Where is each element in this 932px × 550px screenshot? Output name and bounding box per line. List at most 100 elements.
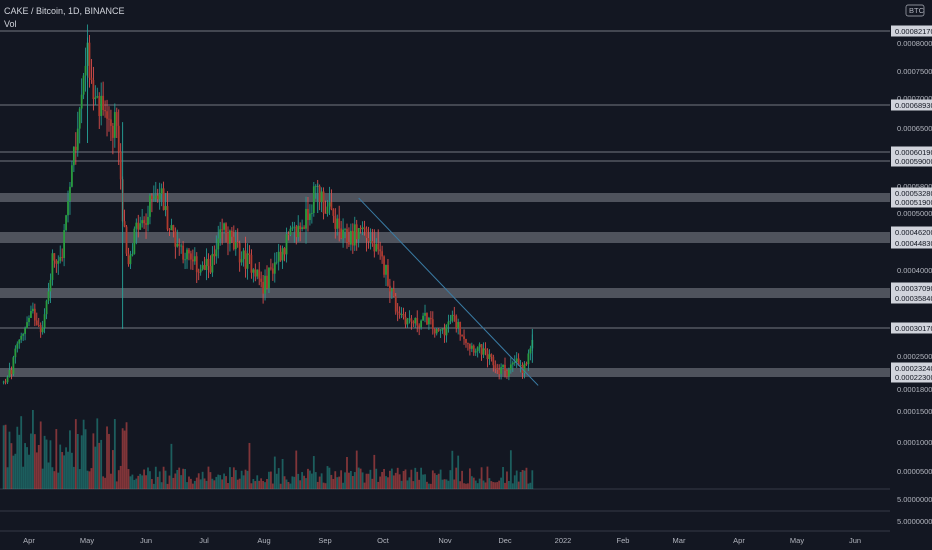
candle-body: [6, 377, 9, 383]
volume-bar: [363, 482, 366, 489]
candle-body: [422, 315, 424, 321]
volume-bar: [385, 476, 387, 489]
price-level-label: 0.00059000: [895, 157, 932, 166]
volume-bar: [147, 467, 149, 489]
candle-body: [133, 228, 136, 254]
candle-body: [494, 365, 497, 369]
volume-bar: [285, 479, 288, 489]
volume-bar: [322, 482, 325, 489]
volume-bar: [129, 476, 132, 489]
volume-bar: [330, 474, 333, 489]
volume-bar: [88, 471, 91, 489]
volume-bar: [43, 435, 46, 489]
volume-bar: [178, 467, 181, 489]
candle-body: [392, 288, 395, 297]
volume-bar: [115, 481, 118, 489]
candle-body: [158, 193, 161, 200]
candle-body: [527, 353, 530, 365]
volume-bar: [468, 468, 471, 489]
volume-bar: [252, 479, 255, 489]
volume-bar: [480, 467, 483, 489]
volume-bar: [332, 478, 335, 489]
volume-bar: [314, 472, 317, 489]
candle-body: [193, 256, 196, 262]
candle-body: [529, 348, 532, 354]
volume-bar: [61, 452, 64, 489]
candle-body: [381, 251, 383, 257]
volume-bar: [162, 466, 165, 489]
candle-body: [307, 208, 309, 221]
volume-bar: [20, 416, 23, 489]
candle-body: [502, 364, 504, 368]
time-axis-label: Jun: [849, 536, 861, 545]
candle-body: [369, 241, 372, 242]
candle-body: [412, 321, 415, 324]
price-level-label: 0.00022300: [895, 373, 932, 382]
candle-body: [217, 238, 220, 250]
candle-body: [513, 362, 516, 363]
volume-bar: [172, 477, 175, 489]
volume-bar: [55, 429, 58, 489]
candle-body: [143, 220, 145, 224]
volume-bar: [191, 483, 194, 489]
candle-body: [111, 125, 114, 138]
volume-bar: [149, 471, 151, 489]
candle-body: [223, 223, 225, 230]
volume-bar: [390, 468, 393, 489]
candle-body: [387, 264, 389, 286]
candle-body: [312, 186, 315, 213]
volume-bar: [441, 479, 444, 489]
price-level-label: 0.00082170: [895, 27, 932, 36]
time-axis-label: Oct: [377, 536, 390, 545]
candle-body: [455, 316, 458, 329]
volume-bar: [14, 453, 17, 489]
candle-body: [100, 95, 103, 117]
volume-bar: [437, 473, 440, 489]
volume-bar: [435, 475, 438, 489]
volume-bar: [121, 428, 124, 489]
price-level-label: 0.00068930: [895, 101, 932, 110]
candle-body: [406, 318, 409, 325]
volume-bar: [10, 443, 13, 489]
time-axis-label: Feb: [617, 536, 630, 545]
candle-body: [301, 227, 304, 230]
volume-bar: [156, 476, 159, 489]
volume-bar: [408, 477, 411, 489]
candle-body: [84, 65, 87, 76]
volume-bar: [26, 447, 28, 489]
volume-bar: [127, 469, 130, 489]
candle-body: [162, 188, 165, 211]
volume-bar: [110, 473, 112, 489]
candle-body: [338, 218, 341, 229]
price-level-label-bg: [891, 322, 932, 334]
candle-body: [443, 328, 446, 336]
volume-bar: [133, 479, 136, 489]
price-level-label-bg: [891, 99, 932, 111]
volume-bar: [301, 472, 304, 489]
volume-bar: [422, 474, 424, 489]
candle-body: [232, 236, 235, 250]
candle-body: [334, 215, 337, 229]
volume-bar: [297, 473, 300, 489]
candle-body: [277, 251, 280, 262]
volume-bar: [18, 434, 21, 489]
candle-body: [96, 96, 99, 98]
price-level-label: 0.00035840: [895, 294, 932, 303]
volume-bar: [439, 469, 442, 489]
volume-bar: [455, 467, 458, 489]
volume-bar: [387, 477, 389, 489]
candle-body: [324, 213, 327, 214]
candle-body: [172, 225, 175, 232]
volume-bar: [463, 483, 465, 489]
candle-body: [234, 242, 237, 250]
volume-bar: [500, 477, 502, 489]
candle-body: [326, 206, 329, 214]
candle-body: [490, 354, 493, 357]
volume-bar: [74, 419, 77, 489]
volume-bar: [287, 482, 290, 489]
